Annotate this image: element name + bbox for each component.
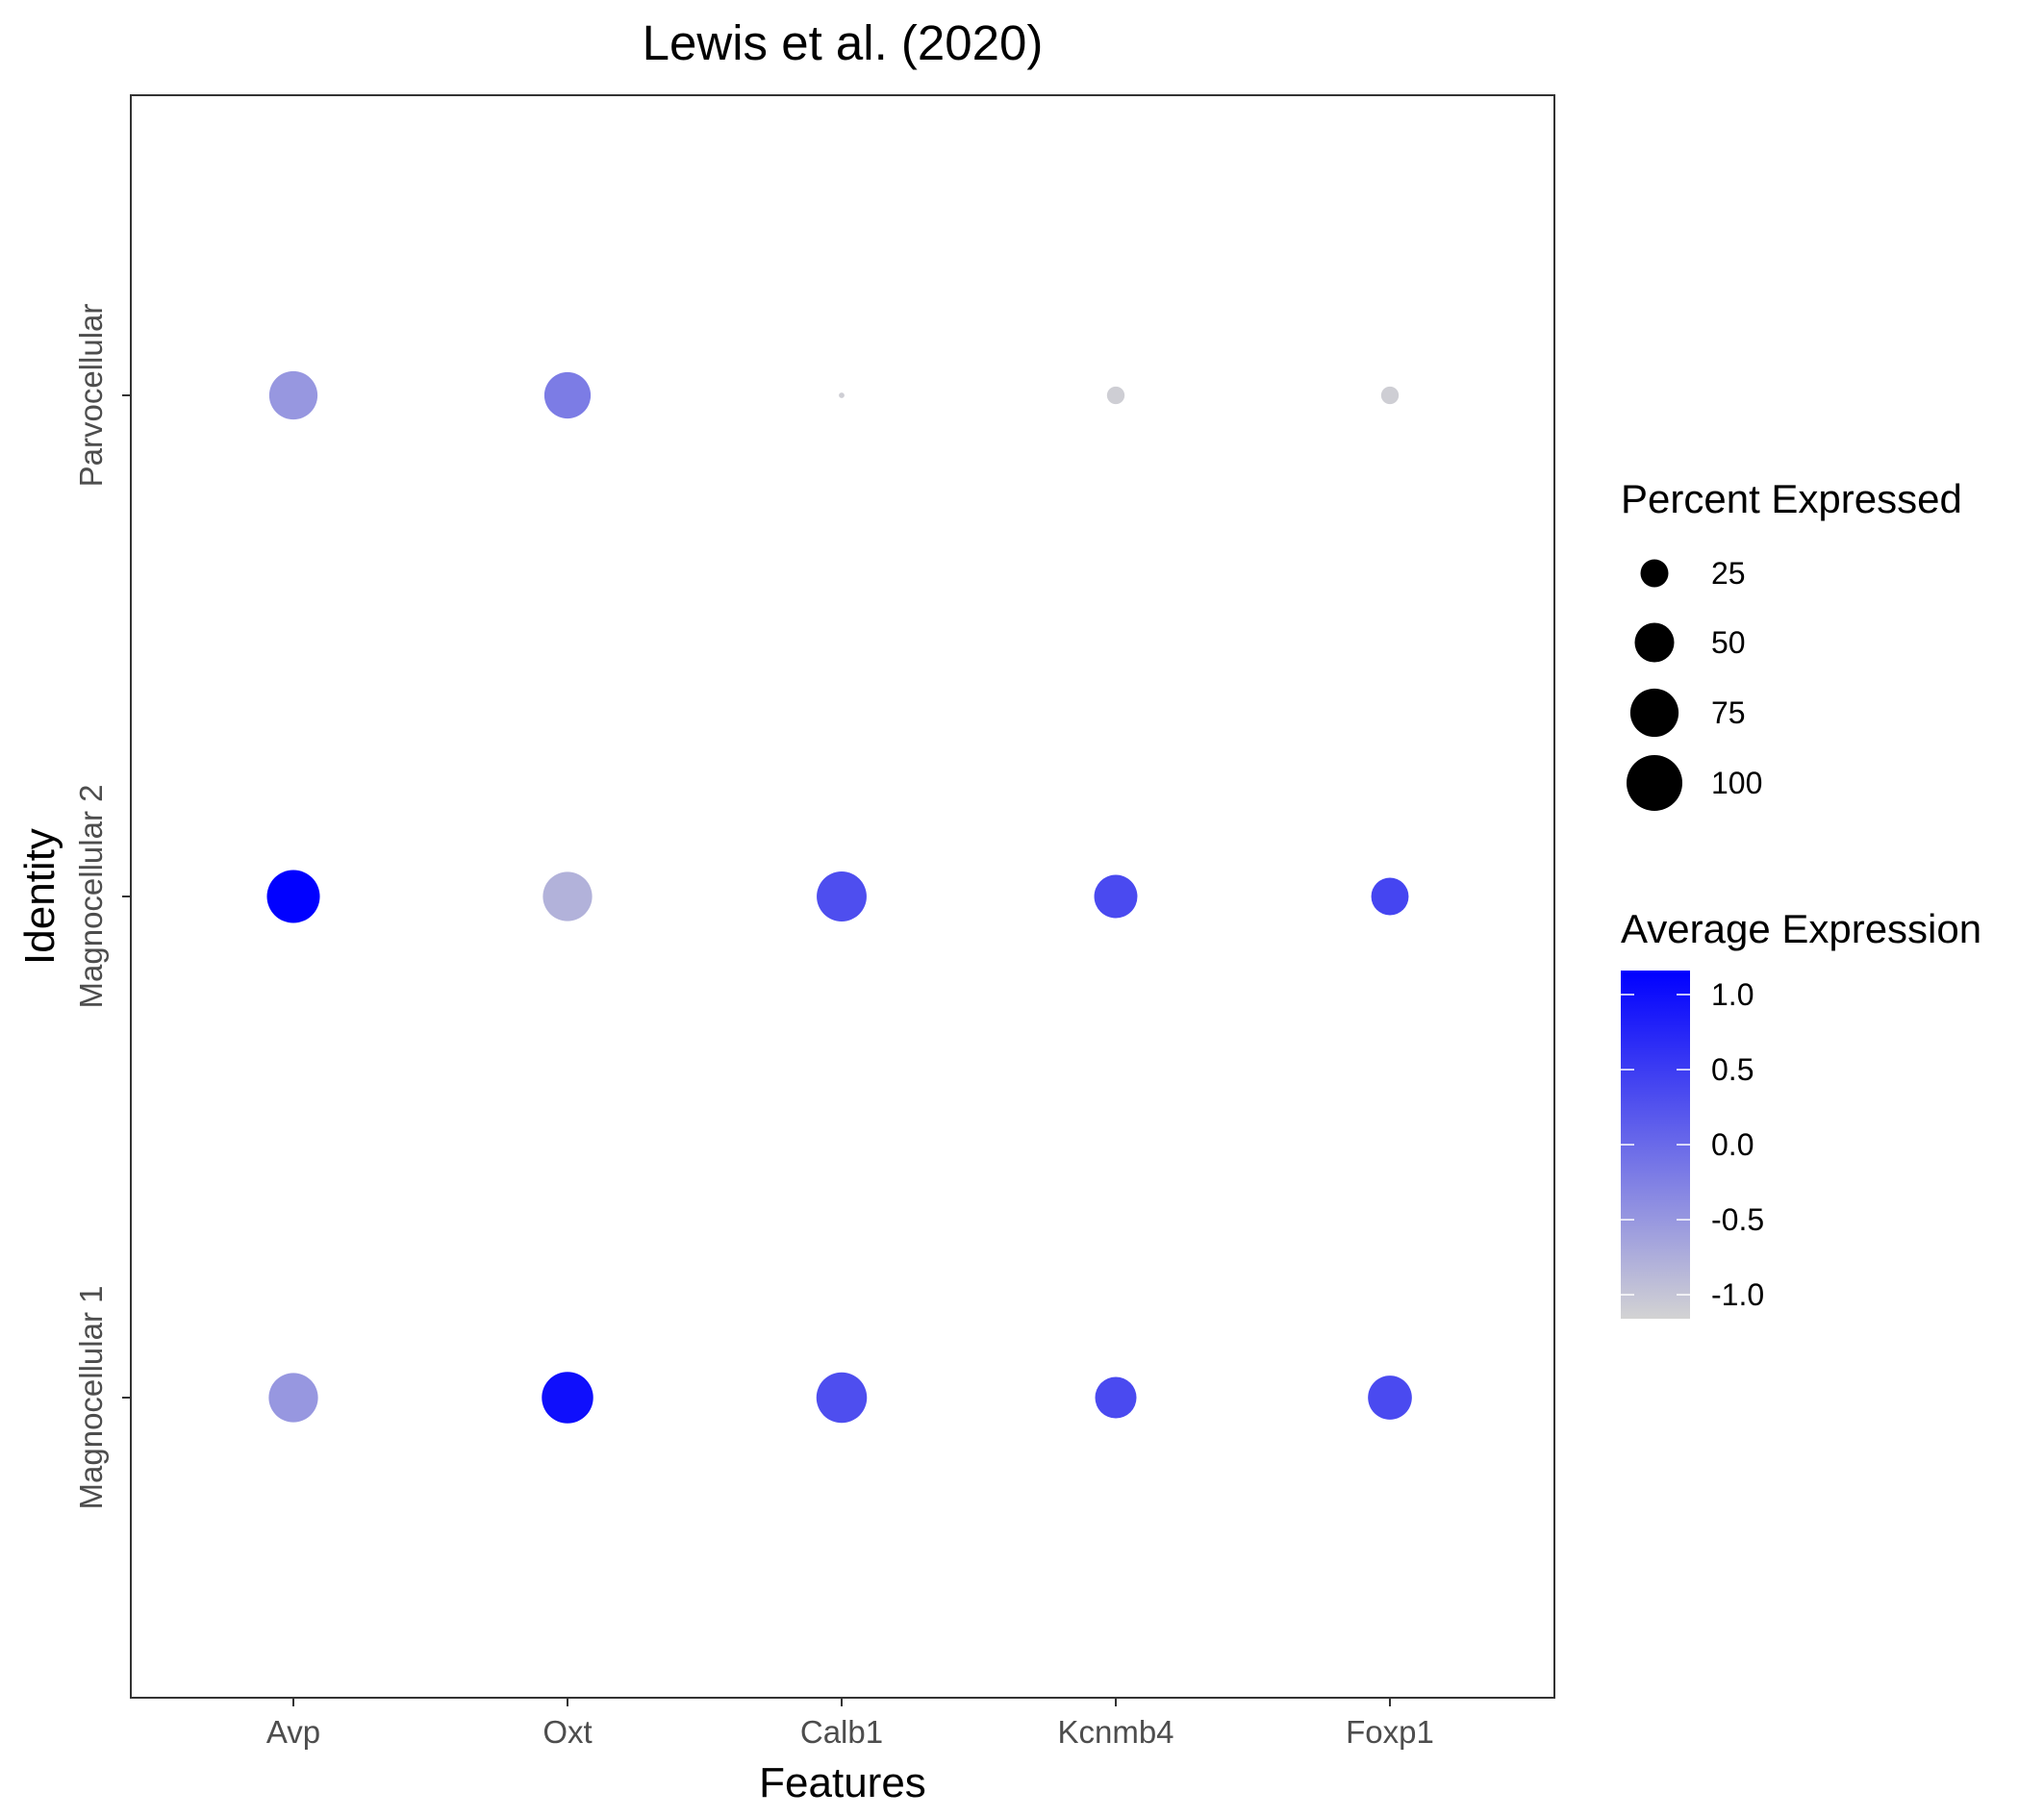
size-legend-key-100 [1627,755,1682,811]
dot-magnocellular-1-kcnmb4 [1095,1376,1137,1419]
y-tick-label-parvocellular: Parvocellular [73,304,109,488]
dot-magnocellular-2-calb1 [817,871,867,921]
dot-magnocellular-1-oxt [542,1372,593,1424]
size-legend-key-25 [1640,559,1669,588]
dot-magnocellular-2-kcnmb4 [1094,874,1138,919]
dot-magnocellular-2-foxp1 [1371,877,1409,916]
color-legend-title: Average Expression [1621,906,1981,951]
colorbar-label-0-5: 0.5 [1711,1052,1754,1087]
size-legend: Percent Expressed 25 50 75 100 [1621,476,1962,811]
dot-magnocellular-1-calb1 [816,1372,868,1424]
x-axis-title: Features [759,1759,926,1806]
x-tick-label-avp: Avp [266,1714,320,1750]
size-legend-label-50: 50 [1711,625,1746,660]
chart-title: Lewis et al. (2020) [643,15,1044,70]
dot-magnocellular-2-avp [266,870,320,923]
y-tick-label-magnocellular-2: Magnocellular 2 [73,785,109,1009]
x-axis: Avp Oxt Calb1 Kcnmb4 Foxp1 [266,1698,1434,1750]
dot-parvocellular-avp [268,370,318,420]
dot-magnocellular-2-oxt [543,871,593,921]
dot-parvocellular-kcnmb4 [1106,386,1125,405]
size-legend-label-75: 75 [1711,695,1746,730]
size-legend-label-100: 100 [1711,766,1762,800]
size-legend-title: Percent Expressed [1621,476,1962,521]
dot-magnocellular-1-foxp1 [1368,1375,1412,1420]
dots-layer [266,370,1412,1424]
size-legend-key-75 [1629,688,1679,738]
color-legend: Average Expression 1.0 0.5 0.0 -0.5 -1.0 [1621,906,1981,1319]
x-tick-label-foxp1: Foxp1 [1346,1714,1434,1750]
x-tick-label-oxt: Oxt [543,1714,592,1750]
dot-parvocellular-foxp1 [1380,386,1400,405]
dot-parvocellular-oxt [543,371,592,419]
colorbar-label-1-0: 1.0 [1711,977,1754,1012]
colorbar-label-1-0: -1.0 [1711,1277,1764,1312]
y-axis-title: Identity [16,828,63,965]
y-tick-label-magnocellular-1: Magnocellular 1 [73,1286,109,1510]
colorbar-label-0-5: -0.5 [1711,1202,1764,1237]
x-tick-label-kcnmb4: Kcnmb4 [1057,1714,1173,1750]
size-legend-label-25: 25 [1711,556,1746,591]
colorbar-label-0-0: 0.0 [1711,1127,1754,1162]
size-legend-key-50 [1634,622,1675,663]
dot-magnocellular-1-avp [268,1373,318,1423]
y-axis: Magnocellular 1 Magnocellular 2 Parvocellu… [73,304,131,1510]
x-tick-label-calb1: Calb1 [800,1714,883,1750]
dot-parvocellular-calb1 [839,392,845,398]
